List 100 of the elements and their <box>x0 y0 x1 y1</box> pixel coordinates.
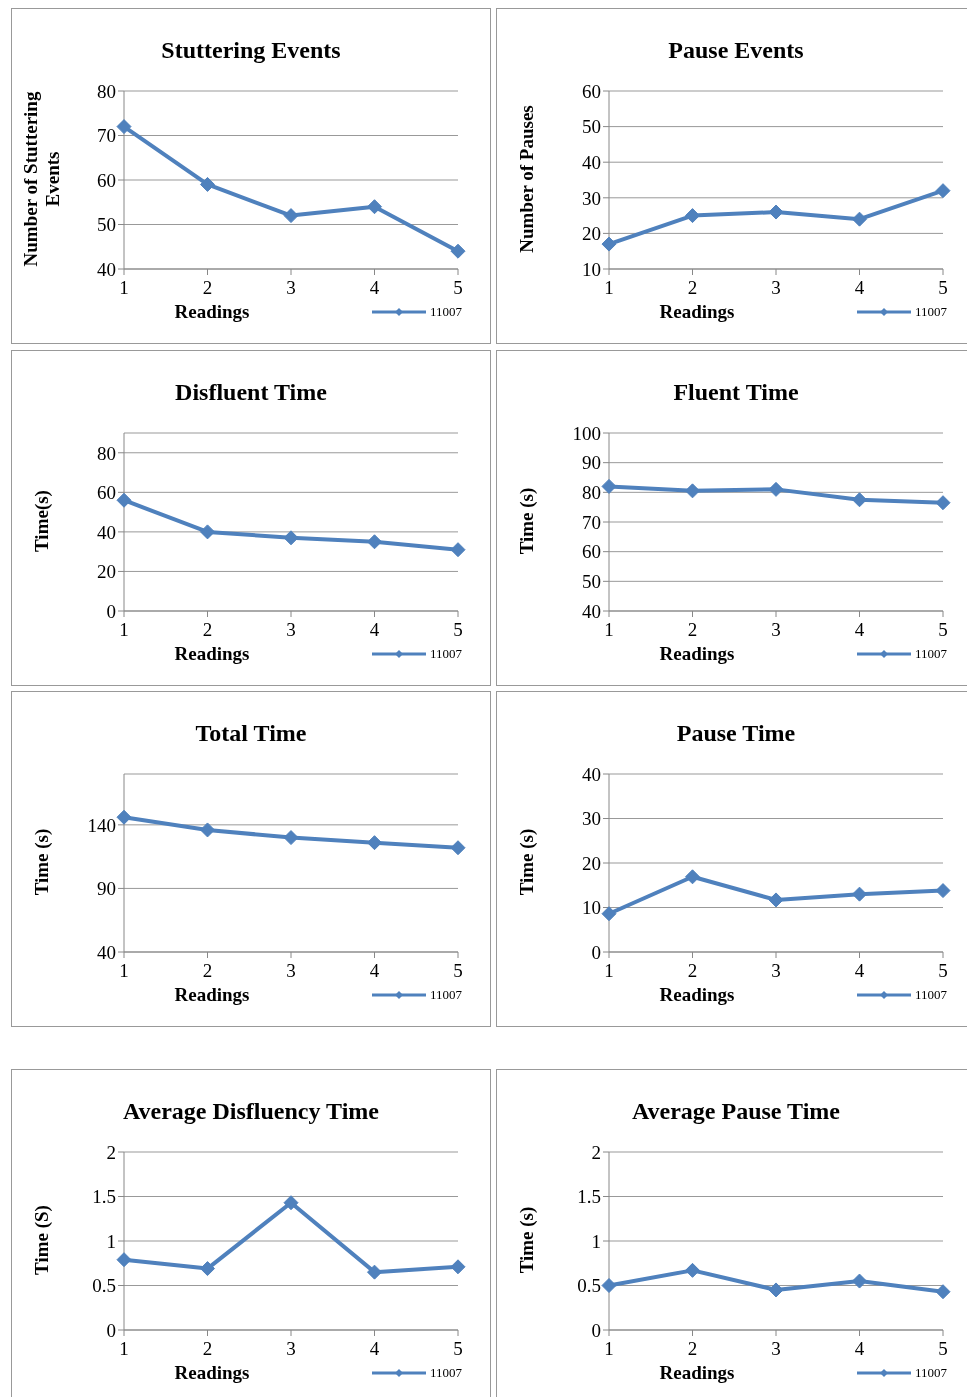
point <box>768 481 784 497</box>
legend-label: 11007 <box>429 987 462 1003</box>
point <box>367 835 382 851</box>
y-tick-label: 2 <box>106 1141 116 1163</box>
x-tick-label: 5 <box>938 1338 948 1360</box>
chart-title: Total Time <box>194 720 308 747</box>
x-tick-label: 2 <box>687 619 698 641</box>
y-tick-label: 10 <box>582 897 601 919</box>
point <box>283 830 299 846</box>
point <box>935 1284 951 1300</box>
point <box>367 534 382 550</box>
point <box>283 530 299 546</box>
y-tick-label: 60 <box>97 482 116 504</box>
y-tick-label: 20 <box>97 561 116 583</box>
legend-label: 11007 <box>429 1365 462 1381</box>
y-tick-label: 40 <box>97 941 116 963</box>
y-tick-label: 80 <box>97 442 116 464</box>
point <box>935 495 951 511</box>
point <box>200 1261 215 1277</box>
y-tick-label: 10 <box>582 258 601 280</box>
x-tick-label: 3 <box>771 960 781 982</box>
point <box>601 906 617 922</box>
legend-label: 11007 <box>429 646 462 662</box>
point <box>116 1252 132 1268</box>
x-axis-title: Readings <box>658 643 736 665</box>
x-tick-label: 4 <box>854 960 865 982</box>
y-axis-title: Time (s) <box>516 486 538 557</box>
point <box>685 483 700 499</box>
point <box>450 243 466 259</box>
y-axis-title: Time(s) <box>31 489 53 554</box>
point <box>200 822 215 838</box>
y-tick-label: 1.5 <box>577 1186 601 1208</box>
point <box>935 183 951 199</box>
x-tick-label: 3 <box>771 1338 781 1360</box>
x-axis-title: Readings <box>658 984 736 1006</box>
y-tick-label: 0 <box>106 1319 116 1341</box>
x-axis-title: Readings <box>173 1362 251 1384</box>
x-axis-title: Readings <box>658 301 736 323</box>
y-tick-label: 0 <box>591 941 601 963</box>
x-tick-label: 5 <box>938 960 948 982</box>
x-tick-label: 3 <box>771 277 781 299</box>
x-tick-label: 4 <box>854 277 865 299</box>
x-tick-label: 5 <box>453 960 463 982</box>
legend-label: 11007 <box>914 987 947 1003</box>
y-tick-label: 50 <box>582 571 601 593</box>
y-tick-label: 1 <box>591 1230 601 1252</box>
point <box>768 892 784 908</box>
y-tick-label: 80 <box>97 80 116 102</box>
x-tick-label: 3 <box>771 619 781 641</box>
point <box>852 886 867 902</box>
x-tick-label: 4 <box>369 1338 380 1360</box>
point <box>685 869 700 885</box>
y-tick-label: 140 <box>87 814 116 836</box>
x-tick-label: 4 <box>854 619 865 641</box>
y-tick-label: 40 <box>582 763 601 785</box>
x-tick-label: 5 <box>453 1338 463 1360</box>
x-tick-label: 5 <box>938 277 948 299</box>
point <box>200 176 215 192</box>
point <box>367 199 382 215</box>
y-axis-title: Number of Stuttering Events <box>20 90 64 269</box>
point <box>768 1282 784 1298</box>
point <box>116 809 132 825</box>
y-tick-label: 0.5 <box>92 1275 116 1297</box>
point <box>116 492 132 508</box>
y-tick-label: 30 <box>582 187 601 209</box>
point <box>768 204 784 220</box>
point <box>116 119 132 135</box>
y-tick-label: 0 <box>591 1319 601 1341</box>
y-tick-label: 40 <box>97 521 116 543</box>
x-tick-label: 2 <box>687 1338 698 1360</box>
point <box>450 542 466 558</box>
y-tick-label: 0.5 <box>577 1275 601 1297</box>
point <box>601 1278 617 1293</box>
y-tick-label: 20 <box>582 852 601 874</box>
point <box>852 211 867 227</box>
x-axis-title: Readings <box>173 643 251 665</box>
x-tick-label: 5 <box>453 619 463 641</box>
point <box>283 208 299 224</box>
x-tick-label: 5 <box>938 619 948 641</box>
chart-title: Pause Events <box>667 37 805 64</box>
legend-label: 11007 <box>914 1365 947 1381</box>
x-tick-label: 2 <box>202 960 213 982</box>
y-axis-title: Time (s) <box>516 1205 538 1276</box>
point <box>283 1195 299 1211</box>
y-tick-label: 60 <box>97 169 116 191</box>
x-tick-label: 2 <box>202 277 213 299</box>
point <box>450 1259 466 1275</box>
x-tick-label: 2 <box>687 277 698 299</box>
x-tick-label: 3 <box>286 960 296 982</box>
legend-label: 11007 <box>429 304 462 320</box>
chart-title: Disfluent Time <box>174 379 328 406</box>
x-tick-label: 2 <box>202 619 213 641</box>
y-tick-label: 80 <box>582 482 601 504</box>
y-tick-label: 60 <box>582 541 601 563</box>
x-tick-label: 2 <box>687 960 698 982</box>
point <box>601 236 617 252</box>
y-tick-label: 50 <box>97 214 116 236</box>
point <box>200 524 215 540</box>
x-tick-label: 4 <box>854 1338 865 1360</box>
point <box>852 1273 867 1289</box>
